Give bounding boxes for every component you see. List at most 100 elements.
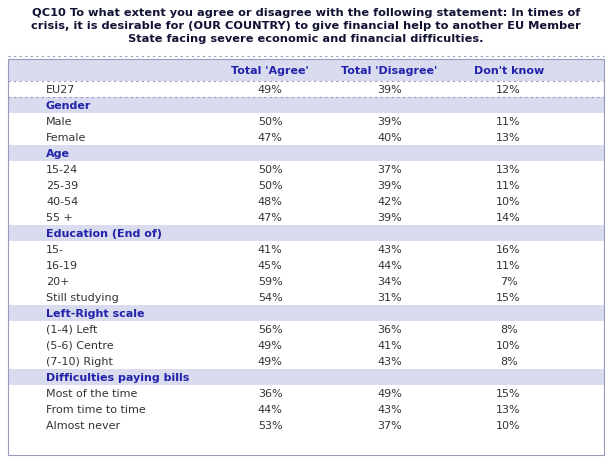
Text: Don't know: Don't know <box>474 66 544 76</box>
Text: 37%: 37% <box>377 165 402 174</box>
Text: 45%: 45% <box>258 260 283 270</box>
Text: Education (End of): Education (End of) <box>46 229 162 239</box>
Text: 10%: 10% <box>496 340 521 350</box>
Text: 39%: 39% <box>377 213 402 223</box>
Text: Age: Age <box>46 149 70 159</box>
Bar <box>8 305 604 321</box>
Text: Female: Female <box>46 133 86 143</box>
Text: 25-39: 25-39 <box>46 180 78 190</box>
Text: 15%: 15% <box>496 388 521 398</box>
Text: 11%: 11% <box>496 117 521 127</box>
Text: 40-54: 40-54 <box>46 196 78 207</box>
Text: EU27: EU27 <box>46 85 75 95</box>
Bar <box>8 98 604 114</box>
Text: crisis, it is desirable for (OUR COUNTRY) to give financial help to another EU M: crisis, it is desirable for (OUR COUNTRY… <box>31 21 581 31</box>
Text: 49%: 49% <box>377 388 402 398</box>
Text: 14%: 14% <box>496 213 521 223</box>
Text: 50%: 50% <box>258 165 283 174</box>
Text: 49%: 49% <box>258 356 283 366</box>
Text: (7-10) Right: (7-10) Right <box>46 356 113 366</box>
Text: 13%: 13% <box>496 133 521 143</box>
Text: 43%: 43% <box>377 245 402 254</box>
Text: 39%: 39% <box>377 117 402 127</box>
Text: Almost never: Almost never <box>46 420 120 430</box>
Text: 12%: 12% <box>496 85 521 95</box>
Text: 15%: 15% <box>496 292 521 302</box>
Text: 41%: 41% <box>258 245 283 254</box>
Text: 39%: 39% <box>377 180 402 190</box>
Text: 10%: 10% <box>496 420 521 430</box>
Text: 13%: 13% <box>496 404 521 414</box>
Text: 36%: 36% <box>377 325 401 334</box>
Bar <box>8 114 604 130</box>
Text: 20+: 20+ <box>46 276 70 286</box>
Bar <box>8 60 604 455</box>
Text: 7%: 7% <box>500 276 518 286</box>
Bar <box>8 146 604 162</box>
Text: 42%: 42% <box>377 196 402 207</box>
Text: Left-Right scale: Left-Right scale <box>46 308 144 318</box>
Text: QC10 To what extent you agree or disagree with the following statement: In times: QC10 To what extent you agree or disagre… <box>32 8 580 18</box>
Text: 11%: 11% <box>496 180 521 190</box>
Text: Gender: Gender <box>46 101 91 111</box>
Text: 16-19: 16-19 <box>46 260 78 270</box>
Text: Total 'Agree': Total 'Agree' <box>231 66 309 76</box>
Text: 49%: 49% <box>258 85 283 95</box>
Bar <box>8 178 604 194</box>
Bar <box>8 162 604 178</box>
Text: 43%: 43% <box>377 404 402 414</box>
Text: 44%: 44% <box>258 404 283 414</box>
Text: Most of the time: Most of the time <box>46 388 137 398</box>
Text: Still studying: Still studying <box>46 292 119 302</box>
Text: 36%: 36% <box>258 388 283 398</box>
Text: 54%: 54% <box>258 292 283 302</box>
Bar <box>8 210 604 225</box>
Bar <box>8 337 604 353</box>
Bar <box>8 274 604 289</box>
Text: 15-: 15- <box>46 245 64 254</box>
Text: 13%: 13% <box>496 165 521 174</box>
Bar <box>8 417 604 433</box>
Text: 39%: 39% <box>377 85 402 95</box>
Text: 44%: 44% <box>377 260 402 270</box>
Bar <box>8 225 604 241</box>
Text: 8%: 8% <box>500 356 518 366</box>
Text: 31%: 31% <box>377 292 401 302</box>
Bar <box>8 401 604 417</box>
Text: 48%: 48% <box>258 196 283 207</box>
Text: 50%: 50% <box>258 180 283 190</box>
Text: 50%: 50% <box>258 117 283 127</box>
Text: 11%: 11% <box>496 260 521 270</box>
Text: 41%: 41% <box>377 340 402 350</box>
Text: 16%: 16% <box>496 245 521 254</box>
Text: 55 +: 55 + <box>46 213 73 223</box>
Text: 40%: 40% <box>377 133 402 143</box>
Text: (1-4) Left: (1-4) Left <box>46 325 97 334</box>
Bar <box>8 194 604 210</box>
Bar <box>8 369 604 385</box>
Text: Difficulties paying bills: Difficulties paying bills <box>46 372 189 382</box>
Text: 47%: 47% <box>258 133 283 143</box>
Text: 37%: 37% <box>377 420 402 430</box>
Bar <box>8 385 604 401</box>
Text: (5-6) Centre: (5-6) Centre <box>46 340 114 350</box>
Bar <box>8 130 604 146</box>
Text: 53%: 53% <box>258 420 283 430</box>
Bar <box>8 321 604 337</box>
Bar <box>8 82 604 98</box>
Text: 56%: 56% <box>258 325 283 334</box>
Text: From time to time: From time to time <box>46 404 146 414</box>
Text: 8%: 8% <box>500 325 518 334</box>
Text: 49%: 49% <box>258 340 283 350</box>
Bar <box>8 289 604 305</box>
Text: 34%: 34% <box>377 276 402 286</box>
Text: State facing severe economic and financial difficulties.: State facing severe economic and financi… <box>129 34 483 44</box>
Text: 47%: 47% <box>258 213 283 223</box>
Text: 59%: 59% <box>258 276 283 286</box>
Text: 10%: 10% <box>496 196 521 207</box>
Bar <box>8 60 604 82</box>
Bar <box>8 353 604 369</box>
Text: 43%: 43% <box>377 356 402 366</box>
Text: Male: Male <box>46 117 72 127</box>
Text: Total 'Disagree': Total 'Disagree' <box>341 66 438 76</box>
